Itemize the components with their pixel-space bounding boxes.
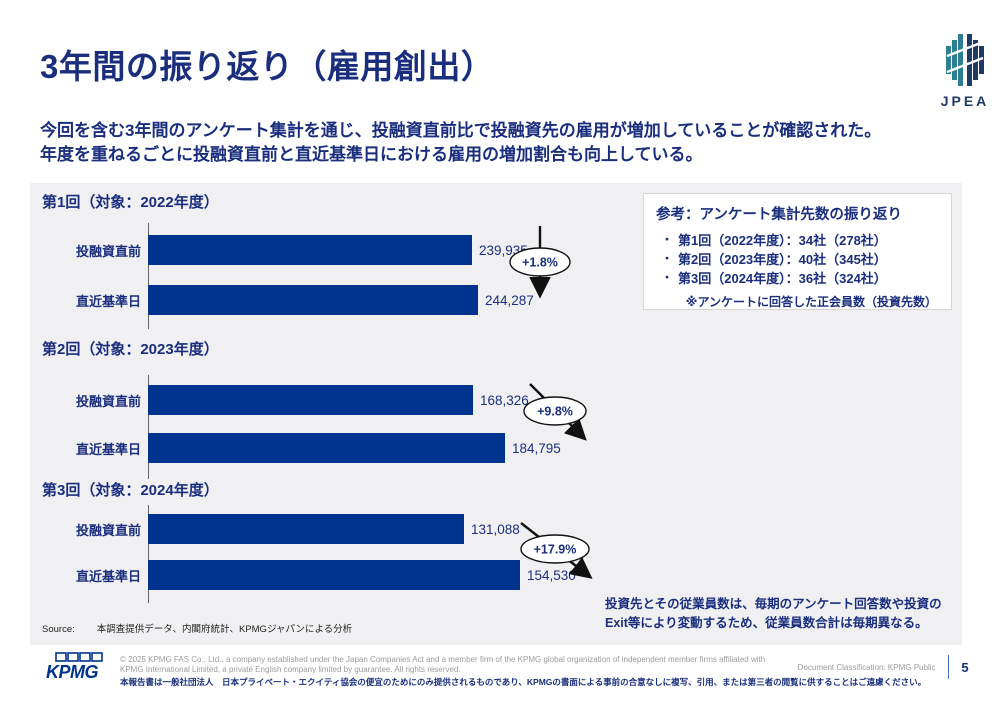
chart1-change-annotation: +1.8% [509,226,571,299]
chart3-title: 第3回（対象：2024年度） [42,482,219,499]
reference-box-title: 参考：アンケート集計先数の振り返り [656,207,902,223]
bar-label: 投融資直前 [75,243,141,259]
reference-item-text: 第3回（2024年度）：36社（324社） [678,271,887,286]
slide-footer: KPMG © 2025 KPMG FAS Co., Ltd., a compan… [0,645,1002,709]
reference-item-3: ・ 第3回（2024年度）：36社（324社） [656,269,939,288]
summary-line-2: 年度を重ねるごとに投融資直前と直近基準日における雇用の増加割合も向上している。 [40,145,703,164]
bar-label: 直近基準日 [75,293,141,309]
bar-label: 投融資直前 [75,522,141,538]
change-percent-label: +9.8% [537,405,573,419]
chart3-axis [148,505,149,603]
kpmg-logo: KPMG [40,652,120,689]
bar-label: 直近基準日 [75,568,141,584]
chart3-change-annotation: +17.9% [520,522,593,579]
bar-before-investment [148,385,473,415]
source-text: 本調査提供データ、内閣府統計、KPMGジャパンによる分析 [96,624,353,635]
chart2-bar-row-before: 投融資直前 168,326 [30,385,670,415]
chart1-title: 第1回（対象：2022年度） [42,194,219,211]
change-percent-label: +17.9% [534,543,577,557]
copyright-text: © 2025 KPMG FAS Co., Ltd., a company est… [120,655,766,674]
page-title: 3年間の振り返り（雇用創出） [40,48,495,85]
reference-box-note: ※アンケートに回答した正会員数（投資先数） [685,295,937,309]
bar-value: 184,795 [512,440,561,456]
source-line: Source: 本調査提供データ、内閣府統計、KPMGジャパンによる分析 [42,621,352,635]
jpea-logo: JPEA [930,34,1000,109]
chart3-bar-row-latest: 直近基準日 154,530 [30,560,670,590]
bar-label: 投融資直前 [75,393,141,409]
bullet-icon: ・ [661,253,673,265]
bar-latest-reference [148,285,478,315]
change-percent-label: +1.8% [522,256,558,270]
bar-value: 244,287 [485,292,534,308]
slide-summary: 今回を含む3年間のアンケート集計を通じ、投融資直前比で投融資先の雇用が増加してい… [40,119,980,167]
jpea-hexagon-icon [946,34,984,86]
employee-count-footnote: 投資先とその従業員数は、毎期のアンケート回答数や投資のExit等により変動するた… [605,597,942,630]
summary-line-1: 今回を含む3年間のアンケート集計を通じ、投融資直前比で投融資先の雇用が増加してい… [40,121,882,140]
chart2-title: 第2回（対象：2023年度） [42,341,219,358]
reference-item-2: ・ 第2回（2023年度）：40社（345社） [656,250,939,269]
disclaimer-text: 本報告書は一般社団法人 日本プライベート・エクイティ協会の便宜のためにのみ提供さ… [120,677,927,687]
source-label: Source: [42,624,75,635]
document-classification: Document Classification: KPMG Public [797,662,936,672]
reference-item-1: ・ 第1回（2022年度）：34社（278社） [656,231,939,250]
bar-value: 131,088 [471,521,520,537]
chart1-bar-row-before: 投融資直前 239,935 [30,235,670,265]
chart2-axis [148,375,149,479]
copyright-block: © 2025 KPMG FAS Co., Ltd., a company est… [120,655,1000,687]
bullet-icon: ・ [661,272,673,284]
bar-value: 154,530 [527,567,576,583]
reference-item-text: 第2回（2023年度）：40社（345社） [678,252,887,267]
bullet-icon: ・ [661,234,673,246]
footer-right: Document Classification: KPMG Public 5 [798,655,970,679]
page-number: 5 [961,659,969,675]
chart2-change-annotation: +9.8% [523,383,587,441]
reference-item-text: 第1回（2022年度）：34社（278社） [678,233,887,248]
chart-panel: 第1回（対象：2022年度） 投融資直前 239,935 直近基準日 244,2… [30,183,962,645]
bar-latest-reference [148,560,520,590]
bar-label: 直近基準日 [75,441,141,457]
bar-value: 168,326 [480,392,529,408]
reference-box: 参考：アンケート集計先数の振り返り ・ 第1回（2022年度）：34社（278社… [643,193,952,310]
bar-latest-reference [148,433,505,463]
bar-before-investment [148,235,472,265]
chart2-bar-row-latest: 直近基準日 184,795 [30,433,670,463]
jpea-logo-text: JPEA [940,93,990,109]
kpmg-logo-text: KPMG [46,662,98,682]
footer-divider [947,655,949,679]
chart1-axis [148,223,149,329]
chart3-bar-row-before: 投融資直前 131,088 [30,514,670,544]
chart1-bar-row-latest: 直近基準日 244,287 [30,285,670,315]
bar-before-investment [148,514,464,544]
